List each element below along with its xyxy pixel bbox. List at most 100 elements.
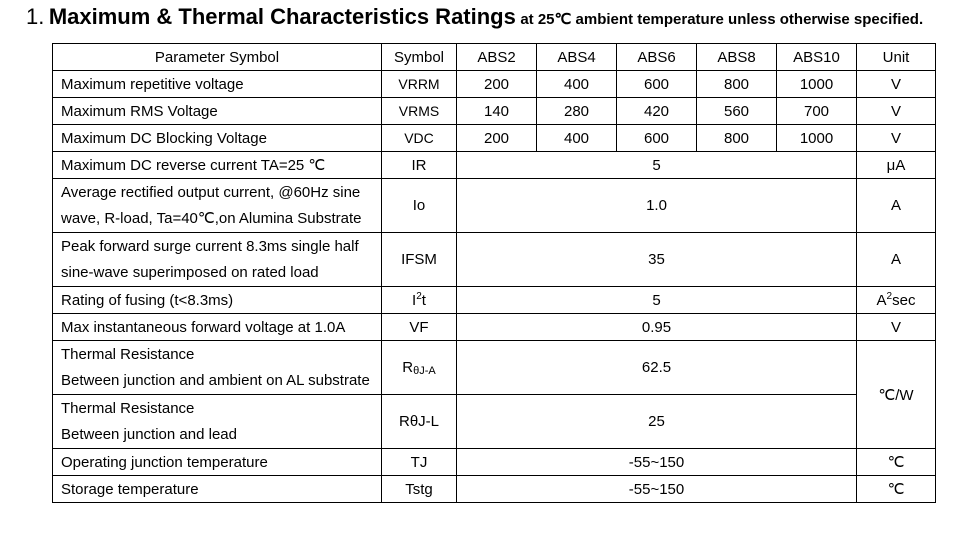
table-row-tj: Operating junction temperature TJ -55~15… [52,448,936,476]
header-parameter: Parameter Symbol [52,43,382,71]
symbol-cell: TJ [381,448,457,476]
value-cell: 5 [456,286,857,314]
param-cell: Operating junction temperature [52,448,382,476]
unit-cell: V [856,313,936,341]
param-cell: Thermal Resistance Between junction and … [52,394,382,449]
table-row-vrms: Maximum RMS Voltage VRMS 140 280 420 560… [52,97,936,125]
unit-tail: sec [892,292,916,309]
symbol-cell: VF [381,313,457,341]
param-cell: Maximum RMS Voltage [52,97,382,125]
value-abs4: 400 [536,124,617,152]
header-abs4: ABS4 [536,43,617,71]
unit-base: A [876,292,887,309]
symbol-subscript: θJ-A [413,364,436,377]
unit-cell: A [856,232,936,287]
param-line-1: Thermal Resistance [61,399,195,417]
param-cell: Max instantaneous forward voltage at 1.0… [52,313,382,341]
value-cell: 1.0 [456,178,857,233]
symbol-cell: VDC [381,124,457,152]
value-abs8: 560 [696,97,777,125]
unit-cell: V [856,70,936,98]
param-cell: Storage temperature [52,475,382,503]
header-abs10: ABS10 [776,43,857,71]
symbol-cell: VRRM [381,70,457,98]
table-row-vf: Max instantaneous forward voltage at 1.0… [52,313,936,341]
section-number: 1. [26,4,45,29]
symbol-cell: IFSM [381,232,457,287]
param-cell: Maximum repetitive voltage [52,70,382,98]
unit-cell: V [856,97,936,125]
value-cell: 0.95 [456,313,857,341]
table-row-io: Average rectified output current, @60Hz … [52,178,936,233]
header-abs8: ABS8 [696,43,777,71]
symbol-cell: RθJ-A [381,340,457,395]
unit-cell: A2sec [856,286,936,314]
symbol-superscript: 2 [416,291,422,302]
symbol-cell: Tstg [381,475,457,503]
param-line-2: Between junction and ambient on AL subst… [61,371,370,389]
table-row-vdc: Maximum DC Blocking Voltage VDC 200 400 … [52,124,936,152]
param-line-1: Peak forward surge current 8.3ms single … [61,237,359,255]
thermal-unit-cell: ℃/W [856,340,936,449]
value-abs6: 420 [616,97,697,125]
value-cell: -55~150 [456,448,857,476]
value-abs4: 280 [536,97,617,125]
section-title: Maximum & Thermal Characteristics Rating… [48,4,516,29]
table-row-ir: Maximum DC reverse current TA=25 ℃ IR 5 … [52,151,936,179]
value-abs2: 140 [456,97,537,125]
value-cell: 62.5 [456,340,857,395]
table-row-rja: Thermal Resistance Between junction and … [52,340,936,449]
param-line-2: wave, R-load, Ta=40℃,on Alumina Substrat… [61,209,362,227]
value-abs10: 700 [776,97,857,125]
value-cell: -55~150 [456,475,857,503]
param-cell: Average rectified output current, @60Hz … [52,178,382,233]
symbol-cell: VRMS [381,97,457,125]
value-abs6: 600 [616,124,697,152]
value-abs4: 400 [536,70,617,98]
value-abs6: 600 [616,70,697,98]
value-cell: 5 [456,151,857,179]
param-line-2: Between junction and lead [61,425,237,443]
value-abs10: 1000 [776,70,857,98]
table-row-tstg: Storage temperature Tstg -55~150 ℃ [52,475,936,503]
unit-cell: μA [856,151,936,179]
symbol-base: R [402,358,414,376]
param-cell: Thermal Resistance Between junction and … [52,340,382,395]
header-abs6: ABS6 [616,43,697,71]
header-symbol: Symbol [381,43,457,71]
unit-superscript: 2 [886,291,893,302]
unit-cell: V [856,124,936,152]
unit-cell: A [856,178,936,233]
table-header-row: Parameter Symbol Symbol ABS2 ABS4 ABS6 A… [52,43,936,71]
symbol-cell: I2t [381,286,457,314]
symbol-tail: t [421,292,426,309]
value-abs8: 800 [696,70,777,98]
table-row-ifsm: Peak forward surge current 8.3ms single … [52,232,936,287]
table-row-rjl: Thermal Resistance Between junction and … [52,394,936,449]
value-cell: 25 [456,394,857,449]
header-unit: Unit [856,43,936,71]
param-cell: Maximum DC reverse current TA=25 ℃ [52,151,382,179]
table-row-vrrm: Maximum repetitive voltage VRRM 200 400 … [52,70,936,98]
section-subtitle: at 25℃ ambient temperature unless otherw… [520,11,924,28]
param-cell: Rating of fusing (t<8.3ms) [52,286,382,314]
param-line-2: sine-wave superimposed on rated load [61,263,319,281]
symbol-base: I [412,292,417,309]
unit-cell: ℃ [856,475,936,503]
section-heading: 1. Maximum & Thermal Characteristics Rat… [26,4,923,30]
unit-cell: ℃ [856,448,936,476]
param-line-1: Thermal Resistance [61,345,195,363]
value-cell: 35 [456,232,857,287]
param-line-1: Average rectified output current, @60Hz … [61,183,361,201]
header-abs2: ABS2 [456,43,537,71]
value-abs10: 1000 [776,124,857,152]
value-abs2: 200 [456,124,537,152]
value-abs2: 200 [456,70,537,98]
value-abs8: 800 [696,124,777,152]
ratings-table: Parameter Symbol Symbol ABS2 ABS4 ABS6 A… [52,43,936,503]
table-row-i2t: Rating of fusing (t<8.3ms) I2t 5 A2sec [52,286,936,314]
symbol-cell: IR [381,151,457,179]
param-cell: Peak forward surge current 8.3ms single … [52,232,382,287]
symbol-cell: RθJ-L [381,394,457,449]
param-cell: Maximum DC Blocking Voltage [52,124,382,152]
